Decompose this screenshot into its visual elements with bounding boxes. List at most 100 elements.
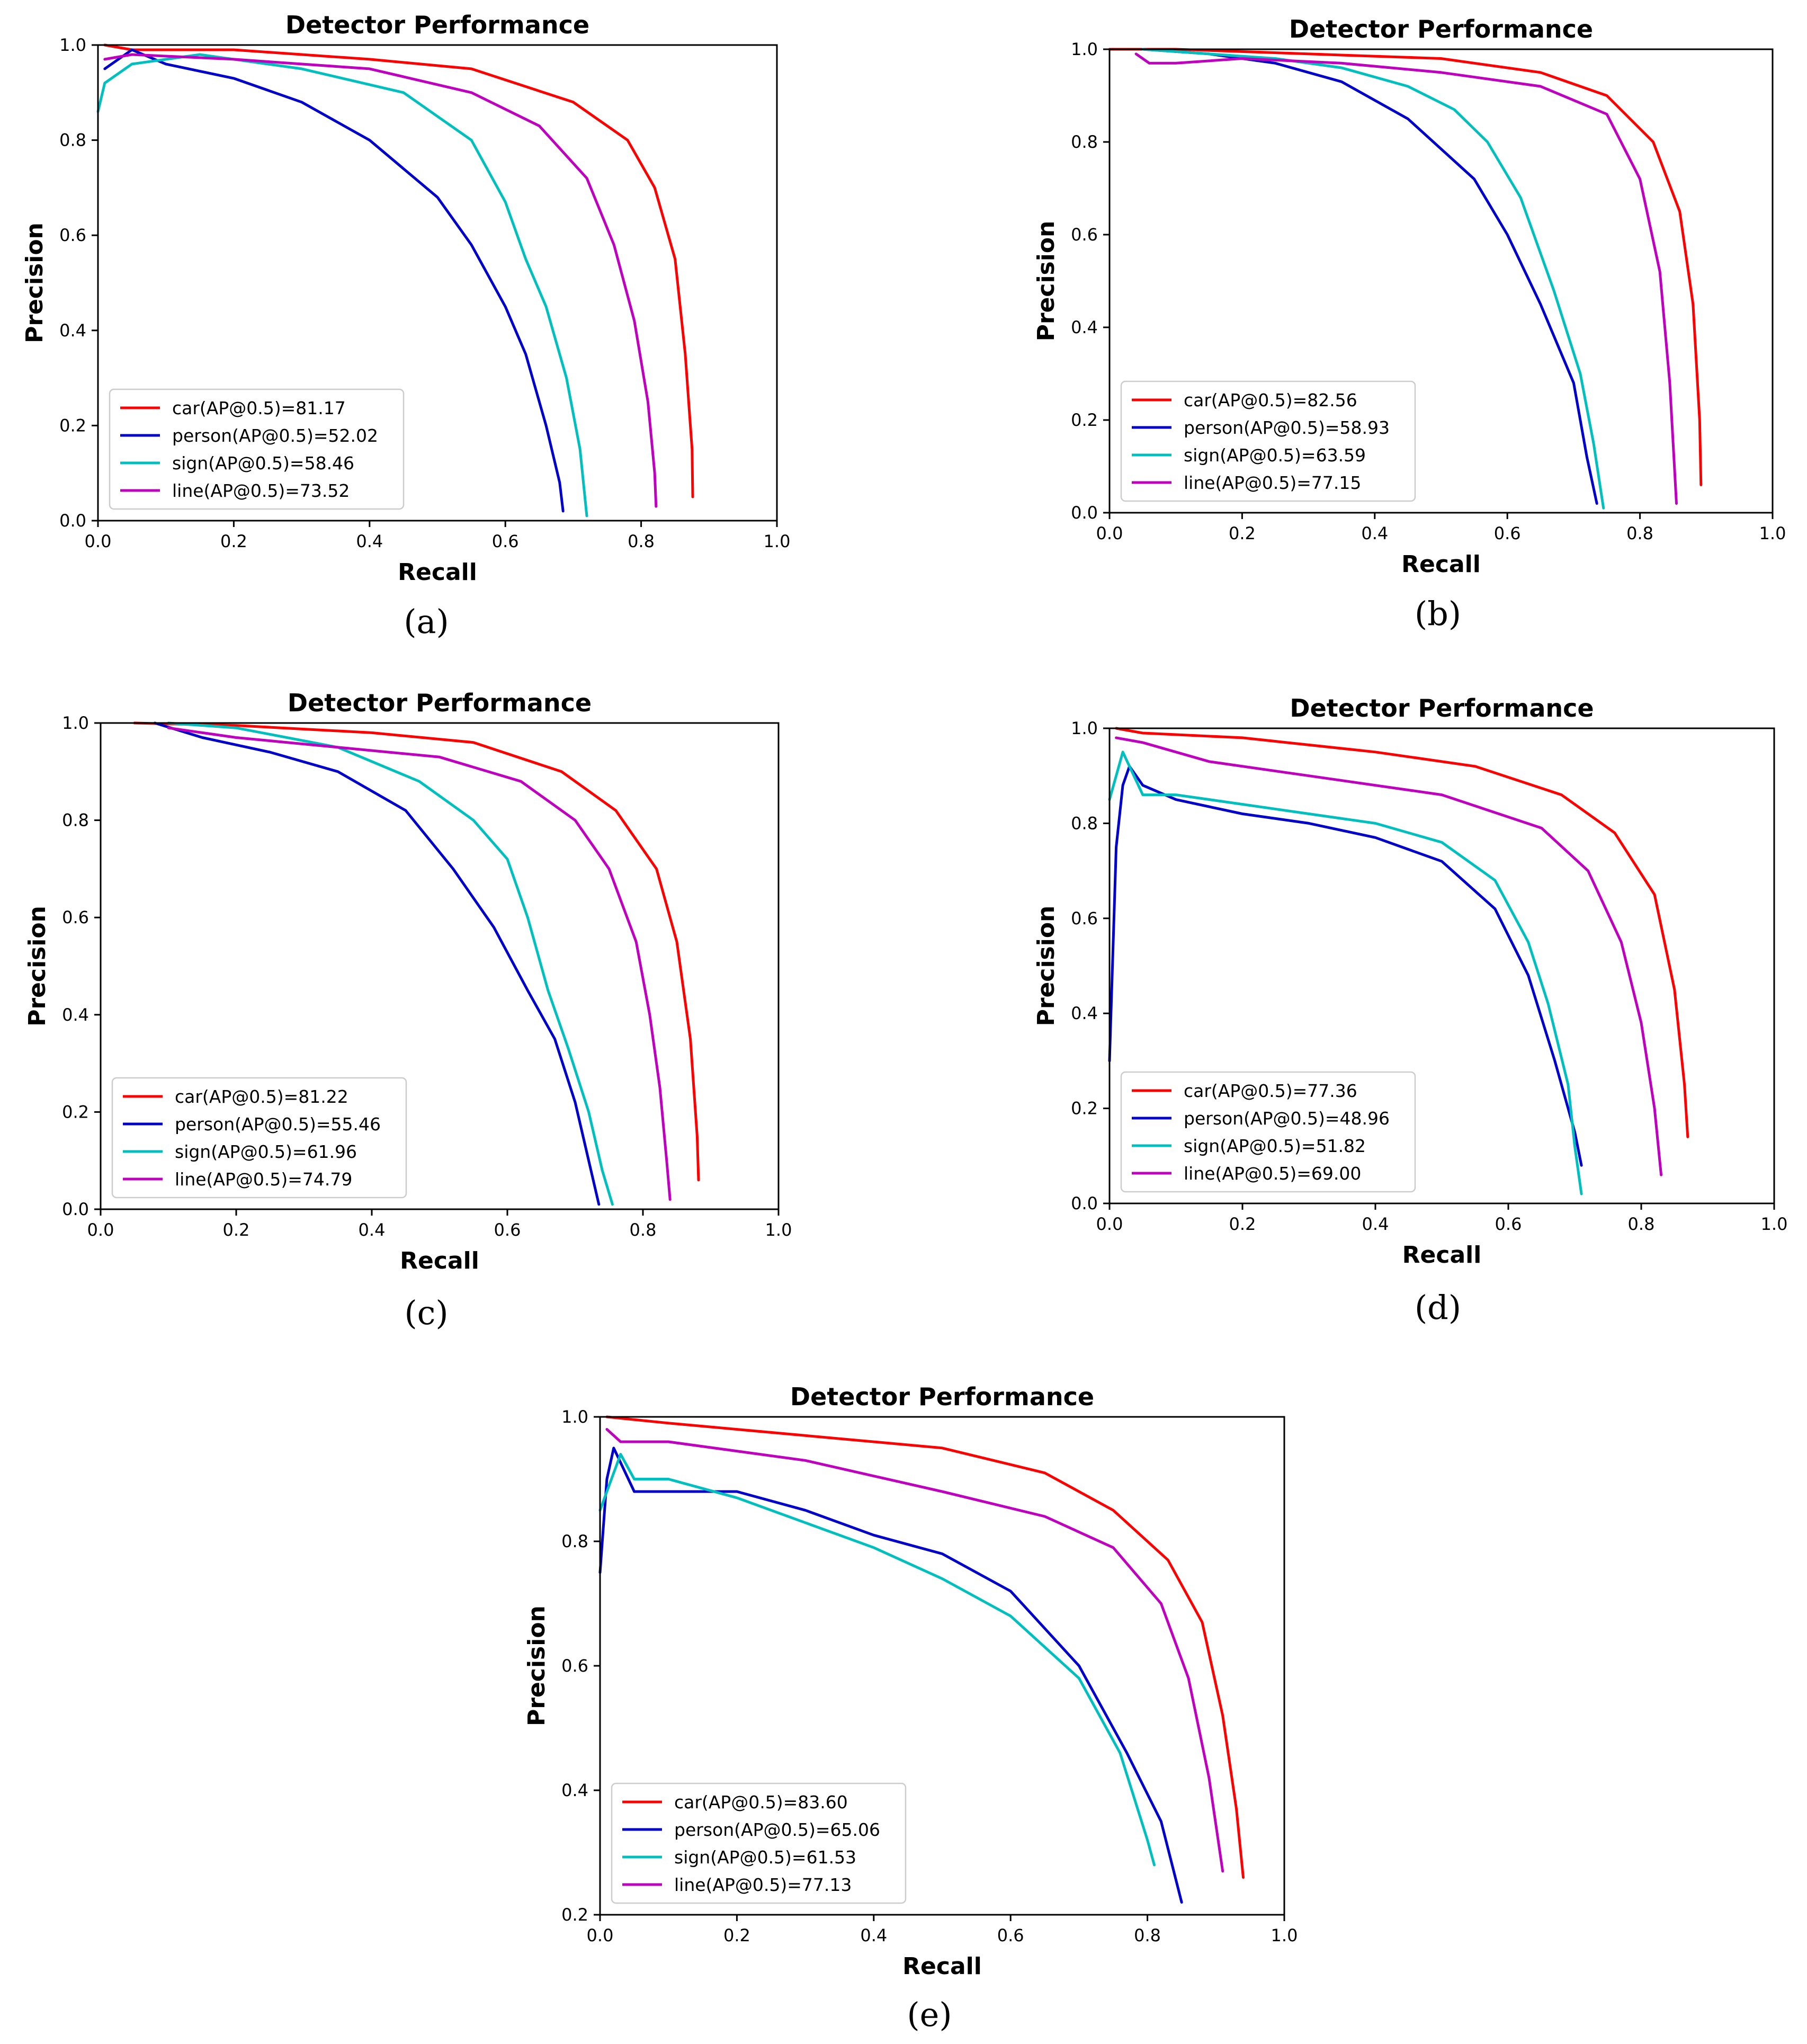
y-axis-label: Precision — [1033, 906, 1060, 1027]
chart-panel-1: 0.0 0.2 0.4 0.6 0.8 1.0 0.0 0.2 0.4 0.6 0.8 1.0 Dete… — [21, 11, 790, 641]
x-tick-label: 0.0 — [85, 531, 112, 551]
x-tick-label: 0.6 — [1495, 1214, 1522, 1234]
x-tick-label: 0.2 — [1229, 1214, 1256, 1234]
x-tick-label: 0.4 — [1362, 1214, 1389, 1234]
chart-panel-2: 0.0 0.2 0.4 0.6 0.8 1.0 0.0 0.2 0.4 0.6 0.8 1.0 Dete… — [1033, 15, 1786, 633]
legend-entry-sign: sign(AP@0.5)=61.96 — [175, 1141, 357, 1162]
y-tick-label: 0.0 — [62, 1199, 89, 1219]
legend-entry-sign: sign(AP@0.5)=51.82 — [1184, 1136, 1366, 1156]
x-tick-label: 0.0 — [87, 1220, 114, 1240]
series-line-car — [605, 1415, 1245, 1879]
x-tick-label: 0.4 — [359, 1220, 386, 1240]
series-line-car — [103, 43, 694, 498]
y-tick-label: 0.4 — [1071, 317, 1098, 337]
chart-title: Detector Performance — [288, 689, 592, 717]
y-tick-label: 0.2 — [1071, 1099, 1098, 1119]
legend-box — [1120, 1071, 1416, 1193]
legend-entry-car: car(AP@0.5)=81.17 — [172, 398, 346, 418]
x-axis-label: Recall — [1401, 551, 1481, 578]
y-tick-label: 0.6 — [1071, 225, 1098, 245]
series-line-line — [167, 726, 672, 1201]
x-tick-label: 0.6 — [997, 1925, 1024, 1945]
series-line-sign — [1141, 48, 1605, 510]
chart-title: Detector Performance — [285, 11, 589, 39]
y-tick-label: 0.4 — [62, 1005, 89, 1025]
chart-panel-5: 0.0 0.2 0.4 0.6 0.8 1.00.20.40.60.81.0Detecto… — [523, 1382, 1298, 2034]
panel-label: (e) — [907, 1995, 952, 2034]
legend-entry-line: line(AP@0.5)=74.79 — [175, 1169, 352, 1190]
series-line-sign — [1108, 751, 1583, 1195]
legend-entry-line: line(AP@0.5)=69.00 — [1184, 1163, 1361, 1184]
x-axis-label: Recall — [400, 1247, 479, 1274]
x-tick-label: 0.8 — [628, 531, 655, 551]
y-tick-label: 0.8 — [561, 1531, 588, 1551]
chart-title: Detector Performance — [1289, 15, 1593, 43]
y-tick-label: 0.4 — [59, 320, 86, 341]
y-tick-label: 1.0 — [62, 713, 89, 733]
legend-entry-person: person(AP@0.5)=65.06 — [674, 1819, 880, 1840]
legend: car(AP@0.5)=77.36 person(AP@0.5)=48.96 sig… — [1120, 1071, 1416, 1193]
panel-label: (b) — [1415, 594, 1461, 633]
series-line-person — [598, 1447, 1183, 1904]
y-tick-label: 0.2 — [561, 1905, 588, 1925]
legend-entry-sign: sign(AP@0.5)=63.59 — [1184, 445, 1366, 466]
series-line-car — [1108, 48, 1703, 486]
y-tick-label: 1.0 — [561, 1407, 588, 1427]
legend-entry-line: line(AP@0.5)=77.13 — [674, 1875, 852, 1895]
y-tick-label: 0.8 — [1071, 813, 1098, 833]
y-axis-label: Precision — [21, 222, 48, 343]
series-line-line — [103, 53, 658, 508]
x-tick-label: 0.0 — [587, 1925, 614, 1945]
x-tick-label: 1.0 — [765, 1220, 792, 1240]
legend-entry-car: car(AP@0.5)=81.22 — [175, 1086, 348, 1107]
y-tick-label: 0.0 — [1071, 503, 1098, 523]
series-line-car — [133, 721, 700, 1182]
series-line-person — [1108, 765, 1583, 1167]
series-line-car — [1115, 727, 1689, 1138]
legend-entry-person: person(AP@0.5)=58.93 — [1184, 417, 1390, 438]
y-tick-label: 0.2 — [59, 415, 86, 435]
y-axis-label: Precision — [1033, 221, 1060, 342]
legend-entry-line: line(AP@0.5)=73.52 — [172, 480, 350, 501]
x-tick-label: 0.4 — [860, 1925, 887, 1945]
y-tick-label: 0.8 — [1071, 132, 1098, 152]
x-axis-label: Recall — [902, 1953, 982, 1980]
series-line-sign — [598, 1453, 1156, 1867]
legend-entry-person: person(AP@0.5)=48.96 — [1184, 1108, 1390, 1129]
y-tick-label: 0.4 — [561, 1780, 588, 1800]
series-line-line — [1134, 52, 1678, 505]
x-tick-label: 0.2 — [220, 531, 247, 551]
legend-entry-car: car(AP@0.5)=82.56 — [1184, 390, 1357, 410]
y-tick-label: 1.0 — [1071, 718, 1098, 738]
x-tick-label: 0.6 — [494, 1220, 521, 1240]
x-tick-label: 0.4 — [1361, 523, 1388, 543]
panel-label: (c) — [404, 1293, 448, 1332]
y-tick-label: 1.0 — [59, 35, 86, 55]
legend-box — [1120, 380, 1416, 502]
chart-panel-4: 0.0 0.2 0.4 0.6 0.8 1.0 0.0 0.2 0.4 0.6 0.8 1.0 Dete… — [1033, 694, 1787, 1327]
x-tick-label: 0.8 — [1628, 1214, 1655, 1234]
plot-frame — [97, 44, 778, 522]
panel-label: (d) — [1415, 1288, 1461, 1327]
y-tick-label: 0.0 — [59, 511, 86, 531]
legend-entry-person: person(AP@0.5)=55.46 — [175, 1114, 381, 1135]
series-line-sign — [167, 721, 614, 1206]
x-tick-label: 0.8 — [630, 1220, 657, 1240]
x-axis-label: Recall — [398, 559, 477, 586]
panel-label: (a) — [404, 602, 449, 641]
y-tick-label: 0.4 — [1071, 1003, 1098, 1023]
x-tick-label: 1.0 — [1759, 523, 1786, 543]
x-axis-label: Recall — [1402, 1242, 1482, 1269]
x-tick-label: 0.6 — [1494, 523, 1521, 543]
legend-entry-car: car(AP@0.5)=77.36 — [1184, 1081, 1357, 1101]
legend: car(AP@0.5)=81.17 person(AP@0.5)=52.02 sig… — [109, 388, 405, 510]
x-tick-label: 0.6 — [492, 531, 519, 551]
y-tick-label: 0.2 — [62, 1102, 89, 1122]
series-line-line — [605, 1428, 1224, 1873]
y-tick-label: 0.2 — [1071, 410, 1098, 430]
legend: car(AP@0.5)=82.56 person(AP@0.5)=58.93 sig… — [1120, 380, 1416, 502]
y-tick-label: 0.8 — [59, 130, 86, 150]
x-tick-label: 1.0 — [1271, 1925, 1298, 1945]
y-tick-label: 0.8 — [62, 810, 89, 831]
